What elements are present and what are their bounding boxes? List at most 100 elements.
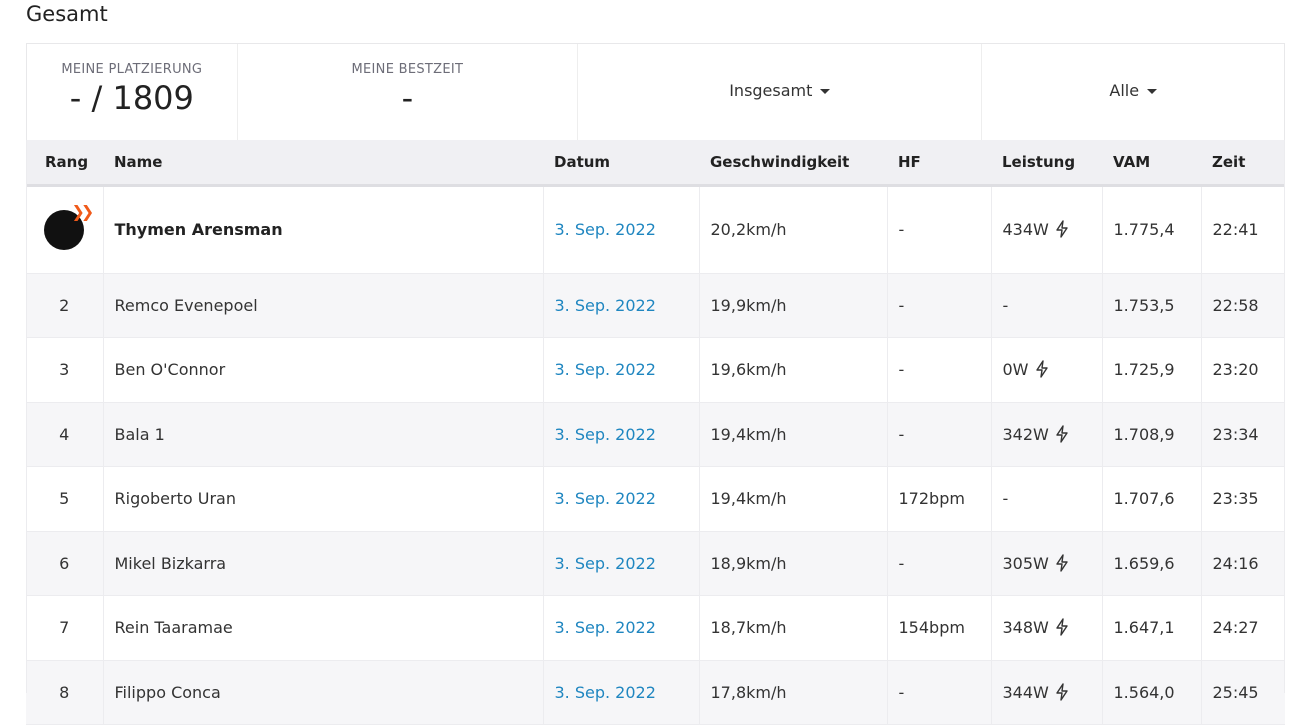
heart-rate-cell: - (886, 337, 991, 403)
power-value: 305W (1002, 553, 1049, 573)
athlete-name[interactable]: Remco Evenepoel (102, 273, 543, 338)
power-value: - (1002, 295, 1009, 315)
leaderboard-table: Rang Name Datum Geschwindigkeit HF Leistung VA… (26, 140, 1285, 725)
table-header: Rang Name Datum Geschwindigkeit HF Leistung VA… (26, 140, 1285, 187)
table-border-right (1284, 140, 1285, 693)
power-value: - (1002, 489, 1009, 509)
my-placement: MEINE PLATZIERUNG - / 1809 (27, 44, 238, 140)
column-header-datum[interactable]: Datum (543, 140, 699, 187)
vam-cell: 1.659,6 (1101, 531, 1201, 596)
speed-cell: 20,2km/h (698, 185, 887, 274)
rank-cell: 7 (26, 595, 103, 661)
vam-cell: 1.753,5 (1101, 273, 1201, 338)
heart-rate-cell: - (886, 531, 991, 596)
activity-date-link[interactable]: 3. Sep. 2022 (542, 402, 699, 467)
scope-dropdown[interactable]: Insgesamt (729, 80, 831, 100)
best-time-value: - (401, 78, 414, 117)
column-header-rang[interactable]: Rang (26, 140, 103, 187)
vam-cell: 1.564,0 (1101, 660, 1201, 725)
table-row[interactable]: 3 Ben O'Connor 3. Sep. 2022 19,6km/h -0W 1.72… (26, 337, 1285, 403)
lightning-icon (1056, 618, 1068, 636)
time-cell: 24:16 (1200, 531, 1285, 596)
activity-date-link[interactable]: 3. Sep. 2022 (542, 337, 699, 403)
speed-cell: 19,4km/h (698, 402, 887, 467)
athlete-name[interactable]: Thymen Arensman (102, 185, 543, 274)
rank-cell: 6 (26, 531, 103, 596)
vam-cell: 1.707,6 (1101, 466, 1201, 532)
column-header-zeit[interactable]: Zeit (1201, 140, 1285, 187)
speed-cell: 19,4km/h (698, 466, 887, 532)
heart-rate-cell: - (886, 185, 991, 274)
table-row[interactable]: 5 Rigoberto Uran 3. Sep. 2022 19,4km/h 172bp… (26, 466, 1285, 532)
power-cell: - (990, 466, 1102, 532)
time-cell: 23:20 (1200, 337, 1285, 403)
power-value: 344W (1002, 682, 1049, 702)
vam-cell: 1.708,9 (1101, 402, 1201, 467)
filter-scope: Insgesamt (578, 44, 983, 140)
vam-cell: 1.775,4 (1101, 185, 1201, 274)
column-header-hf[interactable]: HF (887, 140, 991, 187)
rank-cell: 8 (26, 660, 103, 725)
heart-rate-cell: - (886, 402, 991, 467)
lightning-icon (1035, 360, 1048, 378)
avatar[interactable]: ❯❯ (44, 202, 94, 250)
activity-date-link[interactable]: 3. Sep. 2022 (542, 185, 699, 274)
lightning-icon (1056, 554, 1068, 572)
heart-rate-cell: - (886, 660, 991, 725)
table-row[interactable]: 2 Remco Evenepoel 3. Sep. 2022 19,9km/h - -1.… (26, 273, 1285, 338)
table-row[interactable]: 8 Filippo Conca 3. Sep. 2022 17,8km/h -344W 1… (26, 660, 1285, 725)
lightning-icon (1056, 220, 1068, 238)
group-dropdown[interactable]: Alle (1109, 80, 1158, 100)
lightning-icon (1056, 683, 1068, 701)
placement-value: - / 1809 (69, 78, 194, 117)
time-cell: 25:45 (1200, 660, 1285, 725)
column-header-leistung[interactable]: Leistung (991, 140, 1102, 187)
athlete-name[interactable]: Filippo Conca (102, 660, 543, 725)
table-row[interactable]: 7 Rein Taaramae 3. Sep. 2022 18,7km/h 154bpm… (26, 595, 1285, 661)
athlete-name[interactable]: Bala 1 (102, 402, 543, 467)
group-dropdown-label: Alle (1109, 80, 1140, 100)
table-row[interactable]: ❯❯ Thymen Arensman 3. Sep. 2022 20,2km/h -43… (26, 185, 1285, 274)
table-row[interactable]: 6 Mikel Bizkarra 3. Sep. 2022 18,9km/h -305W… (26, 531, 1285, 596)
rank-cell: 5 (26, 466, 103, 532)
rank-cell: 2 (26, 273, 103, 338)
time-cell: 24:27 (1200, 595, 1285, 661)
table-row[interactable]: 4 Bala 1 3. Sep. 2022 19,4km/h -342W 1.708,9 2… (26, 402, 1285, 467)
power-value: 434W (1002, 220, 1049, 239)
speed-cell: 19,9km/h (698, 273, 887, 338)
stats-bar: MEINE PLATZIERUNG - / 1809 MEINE BESTZEI… (26, 43, 1285, 140)
speed-cell: 18,7km/h (698, 595, 887, 661)
athlete-name[interactable]: Ben O'Connor (102, 337, 543, 403)
power-cell: 342W (990, 402, 1102, 467)
activity-date-link[interactable]: 3. Sep. 2022 (542, 595, 699, 661)
speed-cell: 18,9km/h (698, 531, 887, 596)
activity-date-link[interactable]: 3. Sep. 2022 (542, 466, 699, 532)
heart-rate-cell: - (886, 273, 991, 338)
lightning-icon (1056, 425, 1068, 443)
column-header-vam[interactable]: VAM (1102, 140, 1201, 187)
power-value: 0W (1002, 360, 1029, 380)
heart-rate-cell: 154bpm (886, 595, 991, 661)
placement-label: MEINE PLATZIERUNG (61, 61, 203, 77)
filter-group: Alle (982, 44, 1284, 140)
athlete-name[interactable]: Rein Taaramae (102, 595, 543, 661)
column-header-name[interactable]: Name (103, 140, 543, 187)
time-cell: 22:58 (1200, 273, 1285, 338)
power-cell: - (990, 273, 1102, 338)
scope-dropdown-label: Insgesamt (729, 80, 813, 100)
power-value: 342W (1002, 424, 1049, 444)
vam-cell: 1.725,9 (1101, 337, 1201, 403)
athlete-name[interactable]: Rigoberto Uran (102, 466, 543, 532)
time-cell: 23:34 (1200, 402, 1285, 467)
column-header-geschwindigkeit[interactable]: Geschwindigkeit (699, 140, 887, 187)
page-title: Gesamt (26, 2, 108, 26)
athlete-name[interactable]: Mikel Bizkarra (102, 531, 543, 596)
activity-date-link[interactable]: 3. Sep. 2022 (542, 531, 699, 596)
heart-rate-cell: 172bpm (886, 466, 991, 532)
kom-crown-icon: ❯❯ (71, 201, 94, 221)
power-cell: 434W (990, 185, 1102, 274)
caret-down-icon (820, 88, 831, 94)
activity-date-link[interactable]: 3. Sep. 2022 (542, 273, 699, 338)
activity-date-link[interactable]: 3. Sep. 2022 (542, 660, 699, 725)
power-value: 348W (1002, 618, 1049, 638)
